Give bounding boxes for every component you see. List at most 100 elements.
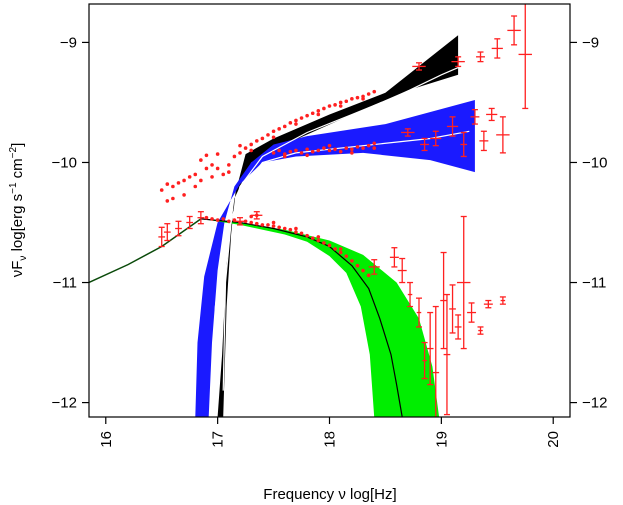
data-point <box>316 109 321 113</box>
data-point-errorbar <box>426 311 434 386</box>
data-point <box>254 139 259 143</box>
model-line-left <box>89 218 202 284</box>
data-point-errorbar <box>420 137 430 152</box>
data-point <box>266 223 270 227</box>
data-point <box>327 143 332 148</box>
data-point <box>271 224 276 228</box>
data-point <box>249 148 253 153</box>
data-point-errorbar <box>158 226 166 248</box>
data-point <box>176 181 181 185</box>
data-point <box>221 172 226 177</box>
data-point <box>182 193 186 197</box>
data-point <box>355 145 360 149</box>
data-point <box>165 199 170 203</box>
data-point <box>282 124 287 129</box>
data-point <box>372 141 377 146</box>
y-tick-label-right: −10 <box>582 154 607 171</box>
model-band-green_band <box>200 218 440 417</box>
data-point <box>260 223 265 227</box>
data-point <box>310 236 315 240</box>
data-point <box>159 188 164 192</box>
data-point <box>310 149 315 154</box>
data-point <box>316 112 321 117</box>
data-point-errorbar <box>477 326 484 335</box>
data-point <box>366 273 371 278</box>
data-point-errorbar <box>421 341 428 380</box>
data-point <box>299 231 304 236</box>
data-point-errorbar <box>175 220 182 237</box>
data-point <box>344 146 349 150</box>
data-point <box>316 235 321 239</box>
data-point <box>221 217 226 221</box>
model-band-blue_band <box>195 100 475 417</box>
x-tick-label: 19 <box>433 431 450 448</box>
y-tick-label-right: −12 <box>582 395 607 412</box>
data-point <box>232 154 237 159</box>
data-point <box>344 254 349 258</box>
data-point <box>193 184 198 189</box>
data-point-errorbar <box>415 297 422 328</box>
data-point-errorbar <box>454 314 462 340</box>
y-tick-label-left: −11 <box>53 275 77 292</box>
data-point <box>227 170 231 174</box>
data-point <box>199 178 203 183</box>
data-point <box>316 148 321 153</box>
data-point-errorbar <box>389 247 399 268</box>
data-point <box>338 104 343 108</box>
data-point-errorbar <box>483 299 493 309</box>
y-axis-left: −9 −10 −11 −12 <box>52 34 89 412</box>
y-axis-right: −9 −10 −11 −12 <box>570 34 607 412</box>
data-point <box>288 227 293 232</box>
data-point <box>294 226 298 231</box>
data-point-errorbar <box>486 107 498 122</box>
data-point <box>327 148 332 153</box>
data-point <box>355 263 360 268</box>
data-point <box>199 158 203 162</box>
data-points <box>158 4 532 417</box>
data-point-errorbar <box>368 259 380 275</box>
data-point <box>210 175 214 179</box>
data-point <box>361 268 365 273</box>
data-point-errorbar <box>451 56 465 68</box>
data-point-errorbar <box>432 305 440 417</box>
data-point <box>193 172 198 177</box>
data-point-errorbar <box>412 62 426 71</box>
data-point <box>350 151 354 155</box>
data-point-errorbar <box>457 215 471 350</box>
x-tick-label: 18 <box>322 431 339 448</box>
data-point <box>165 182 170 186</box>
data-point-errorbar <box>467 302 477 323</box>
data-point <box>333 247 337 251</box>
y-title-sub: ν <box>18 256 29 261</box>
data-point <box>243 146 248 150</box>
data-point <box>271 135 276 140</box>
data-point <box>310 111 315 116</box>
data-point-errorbar <box>430 130 442 147</box>
data-point-errorbar <box>163 223 171 242</box>
data-point <box>338 149 343 154</box>
data-point <box>333 147 337 152</box>
data-point-errorbar <box>507 15 521 46</box>
data-point <box>338 247 343 251</box>
data-point-errorbar <box>186 215 194 230</box>
data-point <box>227 163 231 167</box>
data-point-errorbar <box>446 116 459 137</box>
data-point <box>277 127 281 131</box>
data-point <box>294 122 298 126</box>
data-point <box>215 166 220 171</box>
y-title-cm: cm <box>9 158 26 182</box>
y-title-close: ] <box>9 143 26 147</box>
x-axis-title: Frequency ν log[Hz] <box>263 486 396 503</box>
y-tick-label-left: −12 <box>52 395 77 412</box>
y-title-s-exp: −1 <box>8 182 19 194</box>
x-tick-label: 20 <box>545 431 562 448</box>
y-axis-title: νFν log[erg s−1 cm−2] <box>8 143 29 278</box>
data-point-errorbar <box>440 251 447 350</box>
data-point-errorbar <box>234 217 246 226</box>
data-point <box>372 89 377 94</box>
data-point <box>182 178 186 183</box>
data-point <box>215 218 220 222</box>
data-point <box>260 136 265 141</box>
data-point <box>299 116 304 120</box>
data-point <box>187 175 192 179</box>
